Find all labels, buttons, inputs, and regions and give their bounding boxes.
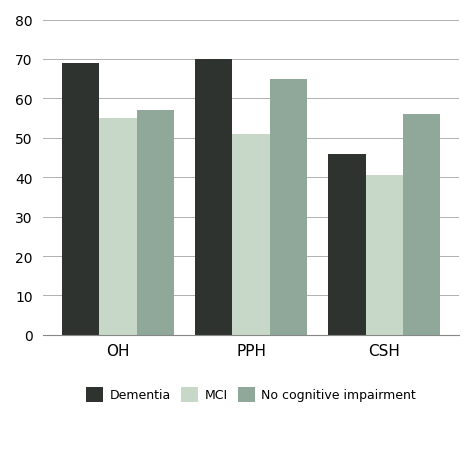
Bar bbox=[232, 135, 270, 335]
Bar bbox=[328, 154, 365, 335]
Legend: Dementia, MCI, No cognitive impairment: Dementia, MCI, No cognitive impairment bbox=[81, 382, 421, 407]
Bar bbox=[403, 115, 440, 335]
Bar bbox=[62, 64, 99, 335]
Bar bbox=[365, 176, 403, 335]
Bar bbox=[137, 111, 174, 335]
Bar bbox=[270, 79, 307, 335]
Bar bbox=[99, 119, 137, 335]
Bar bbox=[195, 60, 232, 335]
